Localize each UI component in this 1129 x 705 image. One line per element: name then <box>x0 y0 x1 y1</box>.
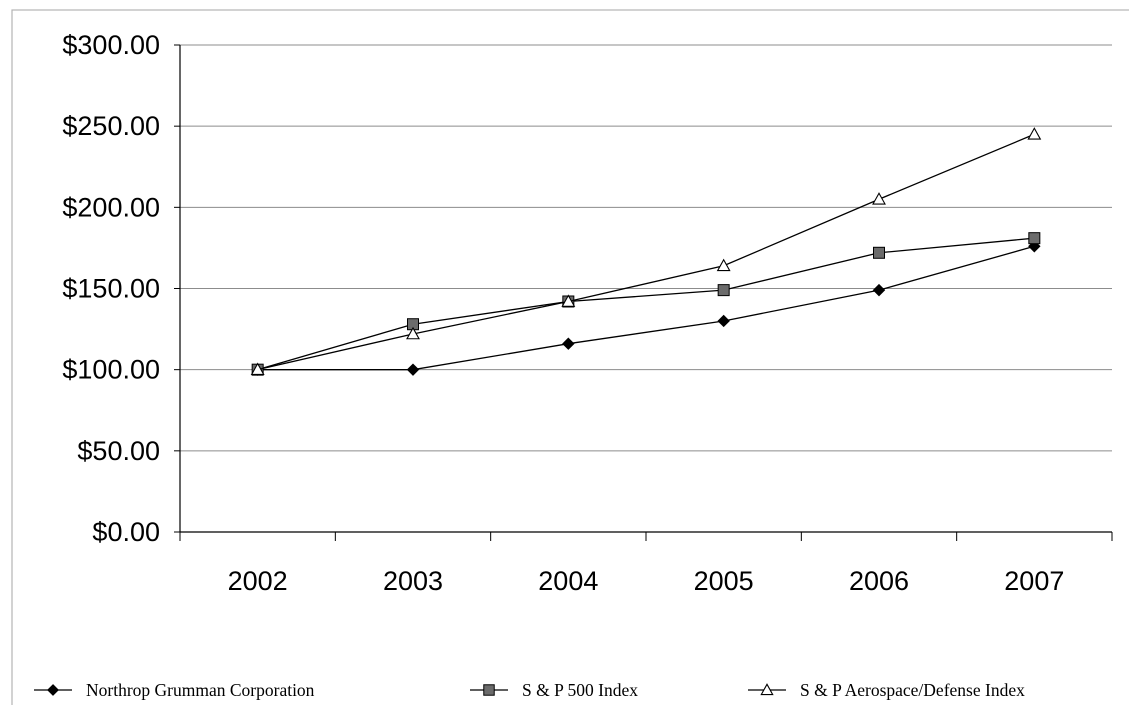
data-point-triangle <box>561 294 576 307</box>
legend-label: S & P 500 Index <box>522 680 638 700</box>
legend-marker-triangle <box>760 683 774 696</box>
data-point-diamond <box>562 337 575 350</box>
series-line <box>257 245 1035 371</box>
data-point-square <box>1028 232 1041 245</box>
legend-marker-diamond <box>47 684 59 696</box>
legend-item: S & P 500 Index <box>470 680 638 700</box>
data-point-triangle <box>872 192 886 205</box>
x-tick-label: 2007 <box>1004 566 1064 596</box>
legend-item: S & P Aerospace/Defense Index <box>748 680 1025 700</box>
x-tick-label: 2002 <box>228 566 288 596</box>
gridlines <box>180 44 1112 452</box>
y-tick-label: $0.00 <box>92 517 160 547</box>
x-tick-label: 2004 <box>538 566 598 596</box>
series-1 <box>251 240 1041 376</box>
legend-item: Northrop Grumman Corporation <box>34 680 315 700</box>
y-tick-labels: $0.00 $50.00 $100.00 $150.00 $200.00 $250.00 $… <box>62 30 160 547</box>
series-line <box>257 237 1035 371</box>
data-point-triangle <box>716 258 731 272</box>
series-lines <box>250 127 1042 376</box>
data-point-diamond <box>717 314 730 328</box>
series-3 <box>250 127 1042 376</box>
y-tick-label: $200.00 <box>62 192 160 222</box>
legend-label: Northrop Grumman Corporation <box>86 680 315 700</box>
data-point-square <box>873 246 885 259</box>
data-point-diamond <box>872 283 886 297</box>
series-2 <box>251 232 1041 376</box>
axes <box>174 44 1113 541</box>
outer-frame <box>11 9 1129 705</box>
y-tick-label: $250.00 <box>62 111 160 141</box>
x-tick-label: 2005 <box>694 566 754 596</box>
y-tick-label: $100.00 <box>62 355 160 385</box>
data-point-triangle <box>250 362 265 376</box>
data-point-square <box>717 284 730 297</box>
y-tick-label: $150.00 <box>62 274 160 304</box>
x-tick-label: 2006 <box>849 566 909 596</box>
series-line <box>257 133 1035 371</box>
legend-label: S & P Aerospace/Defense Index <box>800 680 1025 700</box>
data-point-triangle <box>406 326 420 340</box>
legend-marker-square <box>483 684 495 696</box>
legend: Northrop Grumman Corporation S & P 500 In… <box>34 680 1025 700</box>
data-point-diamond <box>406 363 420 376</box>
y-tick-label: $50.00 <box>77 436 160 466</box>
y-tick-label: $300.00 <box>62 30 160 60</box>
x-tick-label: 2003 <box>383 566 443 596</box>
data-point-triangle <box>1027 127 1042 140</box>
x-tick-labels: 2002 2003 2004 2005 2006 2007 <box>228 566 1065 596</box>
